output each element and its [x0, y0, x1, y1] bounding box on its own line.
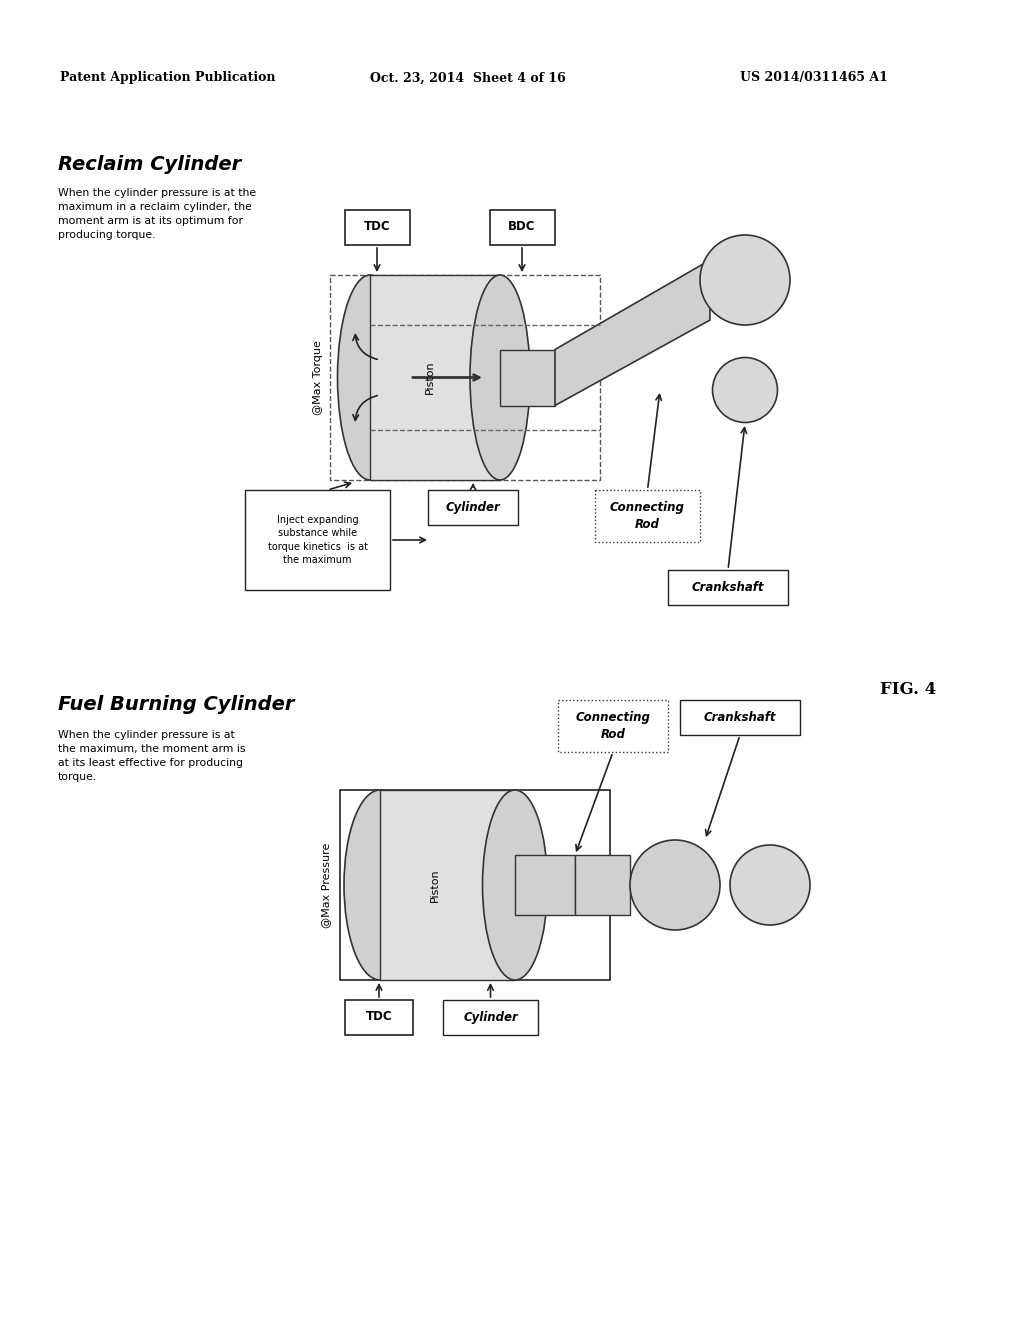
FancyBboxPatch shape: [345, 210, 410, 246]
Text: FIG. 4: FIG. 4: [880, 681, 936, 698]
FancyBboxPatch shape: [443, 1001, 538, 1035]
Text: Inject expanding
substance while
torque kinetics  is at
the maximum: Inject expanding substance while torque …: [267, 515, 368, 565]
Polygon shape: [555, 260, 710, 405]
FancyBboxPatch shape: [428, 490, 518, 525]
Text: Oct. 23, 2014  Sheet 4 of 16: Oct. 23, 2014 Sheet 4 of 16: [370, 71, 565, 84]
Ellipse shape: [338, 275, 402, 480]
Text: Piston: Piston: [425, 360, 435, 395]
Text: TDC: TDC: [366, 1011, 392, 1023]
FancyBboxPatch shape: [500, 350, 555, 405]
Text: When the cylinder pressure is at
the maximum, the moment arm is
at its least eff: When the cylinder pressure is at the max…: [58, 730, 246, 781]
FancyBboxPatch shape: [380, 789, 515, 979]
Text: BDC: BDC: [508, 220, 536, 234]
Text: Connecting
Rod: Connecting Rod: [575, 711, 650, 741]
Ellipse shape: [630, 840, 720, 931]
Ellipse shape: [344, 789, 416, 979]
Text: Cylinder: Cylinder: [463, 1011, 518, 1024]
Text: Connecting
Rod: Connecting Rod: [610, 502, 685, 531]
FancyBboxPatch shape: [245, 490, 390, 590]
FancyBboxPatch shape: [370, 275, 500, 480]
Text: Crankshaft: Crankshaft: [692, 581, 764, 594]
FancyBboxPatch shape: [340, 789, 610, 979]
FancyBboxPatch shape: [680, 700, 800, 735]
FancyBboxPatch shape: [668, 570, 788, 605]
Ellipse shape: [713, 358, 777, 422]
FancyBboxPatch shape: [595, 490, 700, 543]
Ellipse shape: [470, 275, 530, 480]
Text: Crankshaft: Crankshaft: [703, 711, 776, 723]
Ellipse shape: [700, 235, 790, 325]
FancyBboxPatch shape: [575, 855, 630, 915]
FancyBboxPatch shape: [558, 700, 668, 752]
Text: When the cylinder pressure is at the
maximum in a reclaim cylinder, the
moment a: When the cylinder pressure is at the max…: [58, 187, 256, 240]
Text: Cylinder: Cylinder: [445, 502, 501, 513]
Text: TDC: TDC: [364, 220, 390, 234]
Text: Patent Application Publication: Patent Application Publication: [60, 71, 275, 84]
Ellipse shape: [730, 845, 810, 925]
FancyBboxPatch shape: [330, 275, 600, 480]
FancyBboxPatch shape: [515, 855, 575, 915]
FancyBboxPatch shape: [345, 1001, 413, 1035]
Ellipse shape: [482, 789, 548, 979]
Text: @Max Torque: @Max Torque: [313, 341, 323, 414]
FancyBboxPatch shape: [490, 210, 555, 246]
Text: Fuel Burning Cylinder: Fuel Burning Cylinder: [58, 696, 295, 714]
Text: @Max Pressure: @Max Pressure: [321, 842, 331, 928]
Text: Piston: Piston: [430, 869, 440, 902]
Text: Reclaim Cylinder: Reclaim Cylinder: [58, 154, 242, 174]
Text: US 2014/0311465 A1: US 2014/0311465 A1: [740, 71, 888, 84]
